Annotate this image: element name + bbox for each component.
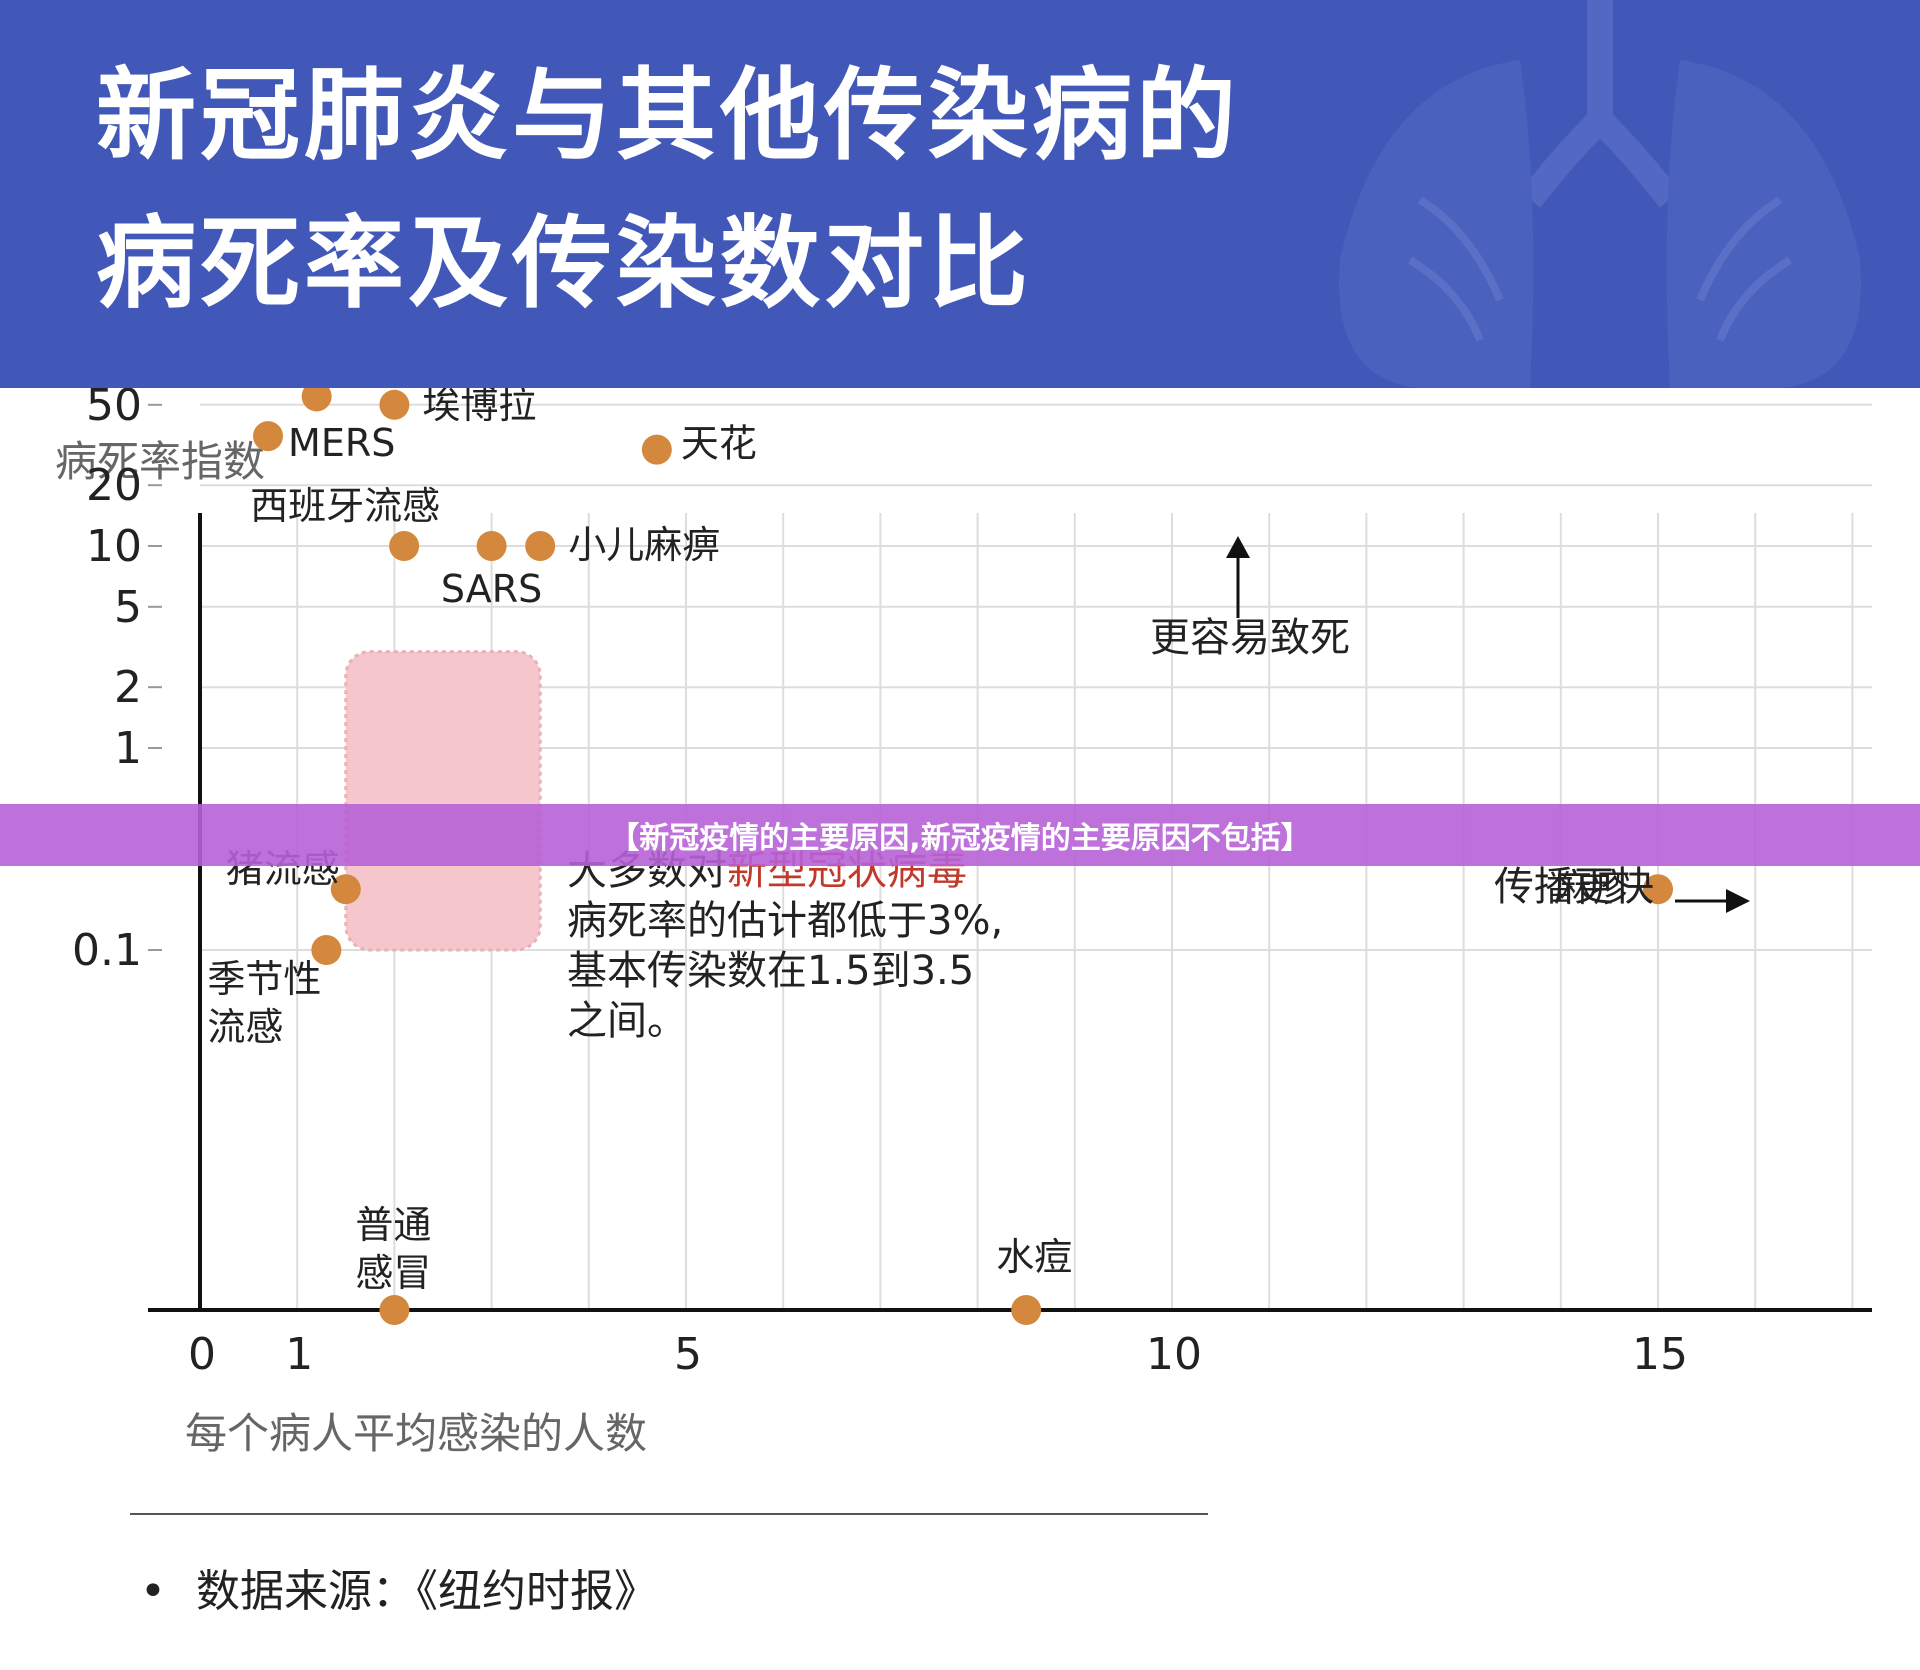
data-point [311,935,342,965]
data-point [301,388,332,412]
y-tick-label: 2 [114,662,142,713]
banner-text: 【新冠疫情的主要原因,新冠疫情的主要原因不包括】 [609,821,1311,856]
y-tick-label: 5 [114,582,142,633]
right-arrow-icon [1675,889,1750,913]
covid-note-line-2: 病死率的估计都低于3%, [567,898,1003,944]
y-tick-label: 50 [86,388,142,431]
x-axis-ticks: 0 1 5 10 15 [188,1329,1688,1380]
x-tick-label: 5 [674,1329,702,1380]
overlay-banner: 【新冠疫情的主要原因,新冠疫情的主要原因不包括】 [0,804,1920,866]
data-point [1643,874,1673,905]
y-tick-label: 1 [114,723,142,774]
x-tick-label: 15 [1632,1329,1688,1380]
point-label: 季节性流感 [207,957,321,1049]
point-label: 埃博拉 [422,388,536,427]
data-point [1011,1295,1042,1325]
divider [130,1513,1208,1515]
point-label: 麻疹 [1554,866,1630,910]
lungs-icon [1339,0,1861,388]
data-point [379,389,410,420]
point-label: 西班牙流感 [250,484,440,528]
title-line-2: 病死率及传染数对比 [96,205,1032,322]
spreads-faster-annotation: 传播更快 [1494,864,1654,910]
bullet: • [140,1566,166,1617]
data-source: • 数据来源：《纽约时报》 [140,1555,658,1619]
x-axis-title: 每个病人平均感染的人数 [185,1409,647,1458]
y-tick-label: 0.1 [72,925,142,976]
data-points: 禽流感埃博拉MERS天花西班牙流感SARS小儿麻痹猪流感季节性流感普通感冒水痘麻… [207,388,1673,1325]
data-point [330,874,361,905]
source-text: 数据来源：《纽约时报》 [195,1566,658,1617]
data-point [476,531,507,561]
data-point [389,531,420,561]
point-label: 普通感冒 [355,1203,431,1295]
y-tick-label: 10 [86,521,142,572]
x-tick-label: 10 [1146,1329,1202,1380]
y-axis-ticks: 50 20 10 5 2 1 0.1 [72,388,162,976]
x-tick-label: 0 [188,1329,216,1380]
data-point [379,1295,410,1325]
point-label-line: 流感 [207,1005,283,1049]
point-label-line: 普通 [355,1203,431,1247]
data-point [253,421,284,452]
up-arrow-icon [1226,536,1250,618]
header-banner: 新冠肺炎与其他传染病的 病死率及传染数对比 [0,0,1920,388]
data-point [525,531,556,561]
y-axis-title: 病死率指数 [55,437,265,486]
covid-region [344,650,542,952]
x-tick-label: 1 [285,1329,313,1380]
data-point [641,434,672,465]
point-label: SARS [441,567,542,611]
title-line-1: 新冠肺炎与其他传染病的 [96,57,1240,174]
point-label: 小儿麻痹 [568,523,720,567]
point-label: 水痘 [996,1235,1072,1279]
point-label: MERS [288,421,395,465]
covid-note-line-4: 之间。 [567,998,687,1044]
point-label-line: 感冒 [355,1251,431,1295]
y-tick-label: 20 [86,460,142,511]
covid-note-line-3: 基本传染数在1.5到3.5 [567,948,974,994]
point-label: 天花 [681,422,757,466]
more-deadly-annotation: 更容易致死 [1150,615,1350,661]
point-label-line: 季节性 [207,957,321,1001]
